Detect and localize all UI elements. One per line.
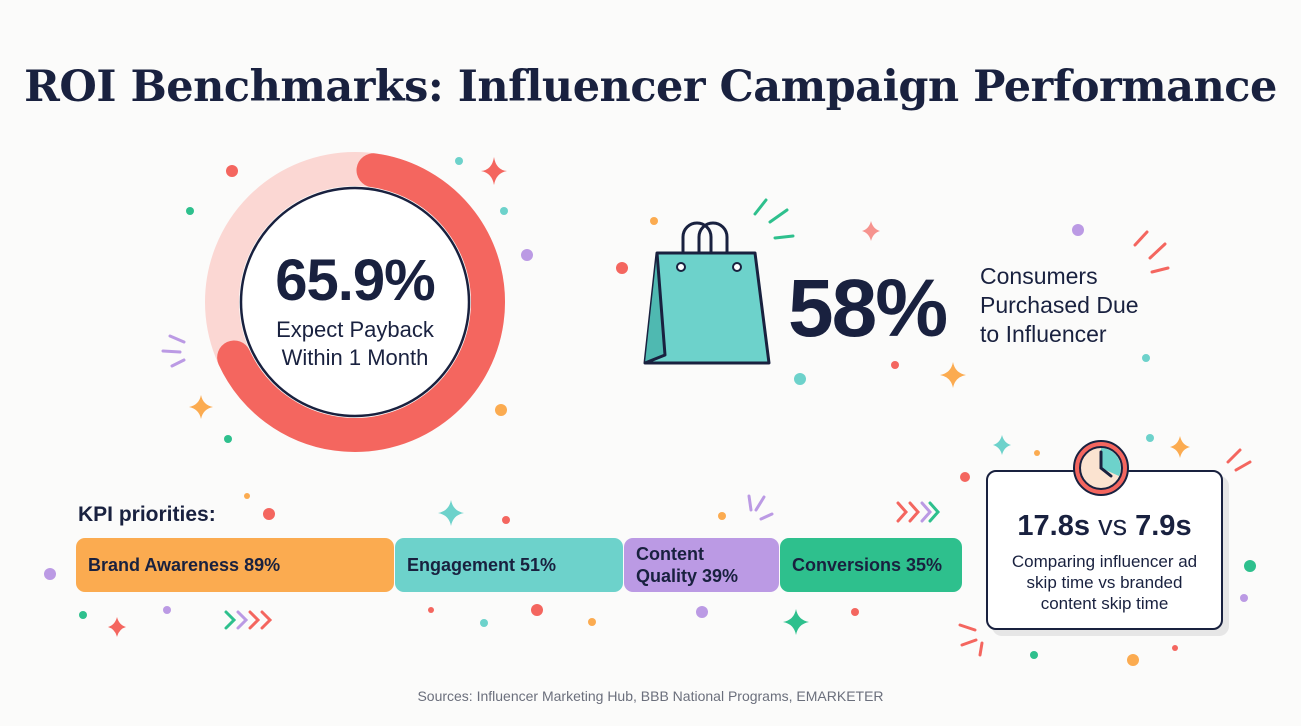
payback-stat: 65.9% Expect Payback Within 1 Month xyxy=(240,250,470,372)
shopping-bag-icon xyxy=(643,221,771,365)
kpi-bar-content-quality: Content Quality 39% xyxy=(624,538,779,592)
purchase-label: Consumers Purchased Due to Influencer xyxy=(980,262,1180,349)
desc-line: skip time vs branded xyxy=(1026,573,1183,592)
payback-label: Expect Payback Within 1 Month xyxy=(240,316,470,372)
purchase-label-line: Consumers xyxy=(980,263,1098,289)
purchase-label-line: to Influencer xyxy=(980,321,1107,347)
payback-donut xyxy=(205,152,505,452)
kpi-label-line: Content xyxy=(636,544,704,564)
kpi-label: Conversions 35% xyxy=(792,555,943,575)
vs-text: vs xyxy=(1098,510,1128,542)
kpi-label: Content Quality 39% xyxy=(636,543,738,587)
page-title: ROI Benchmarks: Influencer Campaign Perf… xyxy=(24,62,1277,112)
purchase-label-line: Purchased Due xyxy=(980,292,1139,318)
desc-line: content skip time xyxy=(1040,594,1169,613)
payback-value: 65.9% xyxy=(275,248,435,313)
donut-center xyxy=(239,186,471,418)
payback-label-line: Expect Payback xyxy=(276,317,434,342)
kpi-label: Engagement 51% xyxy=(407,555,557,575)
skip-time-card: 17.8s vs 7.9s Comparing influencer ad sk… xyxy=(986,470,1223,630)
kpi-title: KPI priorities: xyxy=(78,503,216,526)
skip-time-desc: Comparing influencer ad skip time vs bra… xyxy=(988,551,1221,614)
kpi-bar-brand-awareness: Brand Awareness 89% xyxy=(76,538,394,592)
purchase-value: 58% xyxy=(788,263,948,354)
kpi-bar-engagement: Engagement 51% xyxy=(395,538,623,592)
sources-footnote: Sources: Influencer Marketing Hub, BBB N… xyxy=(417,688,884,704)
clock-icon xyxy=(1073,440,1129,496)
branded-skip-time: 7.9s xyxy=(1135,510,1192,542)
skip-time-stat: 17.8s vs 7.9s xyxy=(988,510,1221,543)
donut-arc xyxy=(205,152,505,452)
desc-line: Comparing influencer ad xyxy=(1011,552,1198,571)
kpi-label-line: Quality 39% xyxy=(636,566,739,586)
kpi-bar-conversions: Conversions 35% xyxy=(780,538,962,592)
payback-label-line: Within 1 Month xyxy=(281,345,429,370)
kpi-label: Brand Awareness 89% xyxy=(88,555,281,575)
influencer-skip-time: 17.8s xyxy=(1017,510,1090,542)
